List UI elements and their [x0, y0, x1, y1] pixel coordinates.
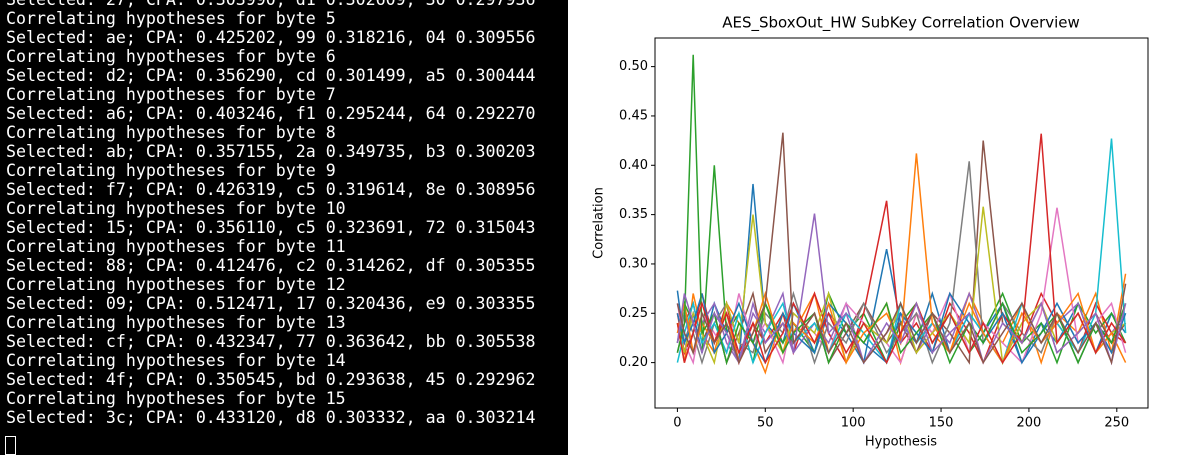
- x-tick-label: 200: [1017, 416, 1042, 431]
- y-tick-label: 0.30: [619, 256, 648, 271]
- y-tick-label: 0.50: [619, 59, 648, 74]
- x-tick-label: 150: [929, 416, 954, 431]
- cursor: [5, 436, 16, 455]
- terminal-line: Correlating hypotheses for byte 10: [6, 199, 346, 218]
- data-line: [676, 291, 1127, 365]
- terminal-line: Correlating hypotheses for byte 11: [6, 237, 346, 256]
- terminal-line: Correlating hypotheses for byte 14: [6, 351, 346, 370]
- terminal-line: Selected: a6; CPA: 0.403246, f1 0.295244…: [6, 104, 536, 123]
- y-tick-label: 0.45: [619, 108, 648, 123]
- chart-title: AES_SboxOut_HW SubKey Correlation Overvi…: [722, 14, 1080, 33]
- data-line: [676, 183, 1127, 365]
- data-line: [676, 161, 1127, 366]
- terminal-line: Selected: 3c; CPA: 0.433120, d8 0.303332…: [6, 408, 536, 427]
- terminal-line: Selected: 09; CPA: 0.512471, 17 0.320436…: [6, 294, 536, 313]
- terminal-line: Correlating hypotheses for byte 6: [6, 47, 336, 66]
- y-tick-label: 0.35: [619, 207, 648, 222]
- terminal-line: Selected: 4f; CPA: 0.350545, bd 0.293638…: [6, 370, 536, 389]
- y-tick-label: 0.40: [619, 158, 648, 173]
- x-tick-label: 250: [1104, 416, 1129, 431]
- terminal-line: Correlating hypotheses for byte 13: [6, 313, 346, 332]
- terminal-output: Selected: 27; CPA: 0.303990, d1 0.302609…: [6, 0, 536, 427]
- x-tick-label: 50: [757, 416, 774, 431]
- terminal-line: Correlating hypotheses for byte 9: [6, 161, 336, 180]
- y-tick-label: 0.25: [619, 306, 648, 321]
- terminal-line: Selected: 15; CPA: 0.356110, c5 0.323691…: [6, 218, 536, 237]
- y-tick-label: 0.20: [619, 355, 648, 370]
- data-line: [676, 132, 1127, 366]
- y-axis-label: Correlation: [592, 187, 607, 259]
- terminal-line: Correlating hypotheses for byte 7: [6, 85, 336, 104]
- axes-frame: [654, 37, 1149, 409]
- data-line: [676, 54, 1127, 366]
- terminal-line: Correlating hypotheses for byte 5: [6, 9, 336, 28]
- chart: AES_SboxOut_HW SubKey Correlation Overvi…: [592, 14, 1149, 450]
- terminal-line: Correlating hypotheses for byte 8: [6, 123, 336, 142]
- x-tick-label: 0: [673, 416, 681, 431]
- terminal-line: Selected: ae; CPA: 0.425202, 99 0.318216…: [6, 28, 536, 47]
- terminal-line: Selected: ab; CPA: 0.357155, 2a 0.349735…: [6, 142, 536, 161]
- data-line: [676, 213, 1127, 366]
- terminal-line: Selected: 88; CPA: 0.412476, c2 0.314262…: [6, 256, 536, 275]
- terminal-line: Correlating hypotheses for byte 15: [6, 389, 346, 408]
- terminal: Selected: 27; CPA: 0.303990, d1 0.302609…: [0, 0, 568, 455]
- terminal-line: Selected: d2; CPA: 0.356290, cd 0.301499…: [6, 66, 536, 85]
- terminal-line: Selected: 27; CPA: 0.303990, d1 0.302609…: [6, 0, 536, 9]
- terminal-line: Selected: f7; CPA: 0.426319, c5 0.319614…: [6, 180, 536, 199]
- x-axis-label: Hypothesis: [865, 435, 937, 450]
- terminal-line: Selected: cf; CPA: 0.432347, 77 0.363642…: [6, 332, 536, 351]
- x-tick-label: 100: [841, 416, 866, 431]
- terminal-line: Correlating hypotheses for byte 12: [6, 275, 346, 294]
